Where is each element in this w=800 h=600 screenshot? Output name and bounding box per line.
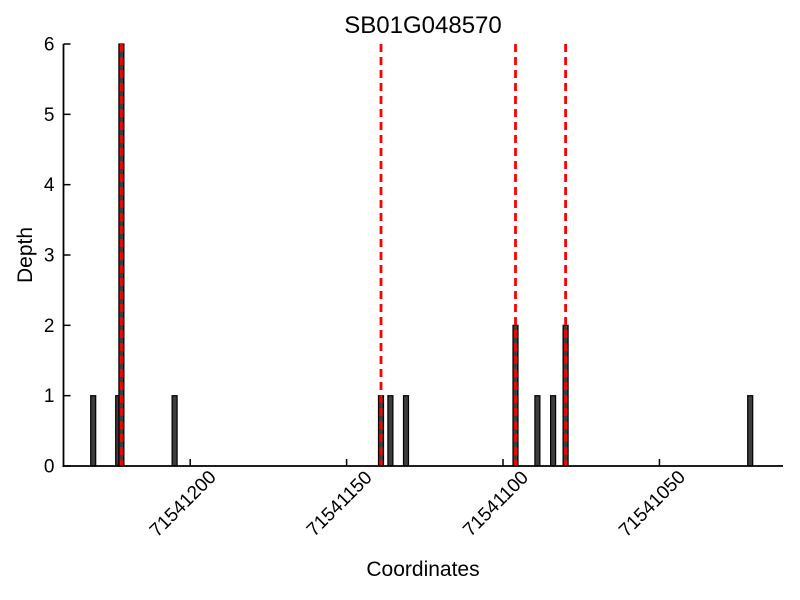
depth-bar: [402, 395, 410, 467]
depth-bar: [747, 395, 754, 467]
y-tick-label: 3: [44, 246, 55, 267]
depth-bar: [90, 395, 97, 467]
x-tick-label: 71541200: [146, 467, 221, 542]
y-tick-label: 5: [44, 105, 55, 126]
y-tick-label: 0: [44, 457, 55, 478]
x-tick-label: 71541100: [459, 467, 533, 541]
x-tick-label: 71541150: [303, 467, 377, 541]
depth-bar: [549, 395, 557, 467]
depth-bar: [171, 395, 178, 467]
depth-bar: [377, 395, 385, 467]
y-tick-label: 2: [44, 316, 55, 337]
depth-bar: [534, 395, 541, 467]
y-tick-label: 4: [44, 175, 55, 196]
y-axis-label: Depth: [14, 226, 37, 284]
depth-bar: [387, 395, 394, 467]
y-tick-label: 6: [44, 35, 55, 56]
x-axis-label: Coordinates: [366, 558, 480, 581]
chart-title: SB01G048570: [344, 12, 502, 39]
y-tick-label: 1: [44, 386, 55, 407]
x-tick-label: 71541050: [615, 467, 690, 542]
